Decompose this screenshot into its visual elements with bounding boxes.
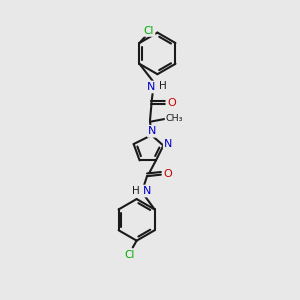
Text: N: N: [147, 82, 155, 92]
Text: Cl: Cl: [124, 250, 134, 260]
Text: N: N: [148, 126, 157, 136]
Text: N: N: [164, 139, 172, 149]
Text: Cl: Cl: [144, 26, 154, 35]
Text: O: O: [163, 169, 172, 179]
Text: H: H: [159, 80, 167, 91]
Text: CH₃: CH₃: [166, 114, 183, 123]
Text: O: O: [167, 98, 176, 108]
Text: N: N: [143, 186, 151, 196]
Text: H: H: [133, 186, 140, 196]
